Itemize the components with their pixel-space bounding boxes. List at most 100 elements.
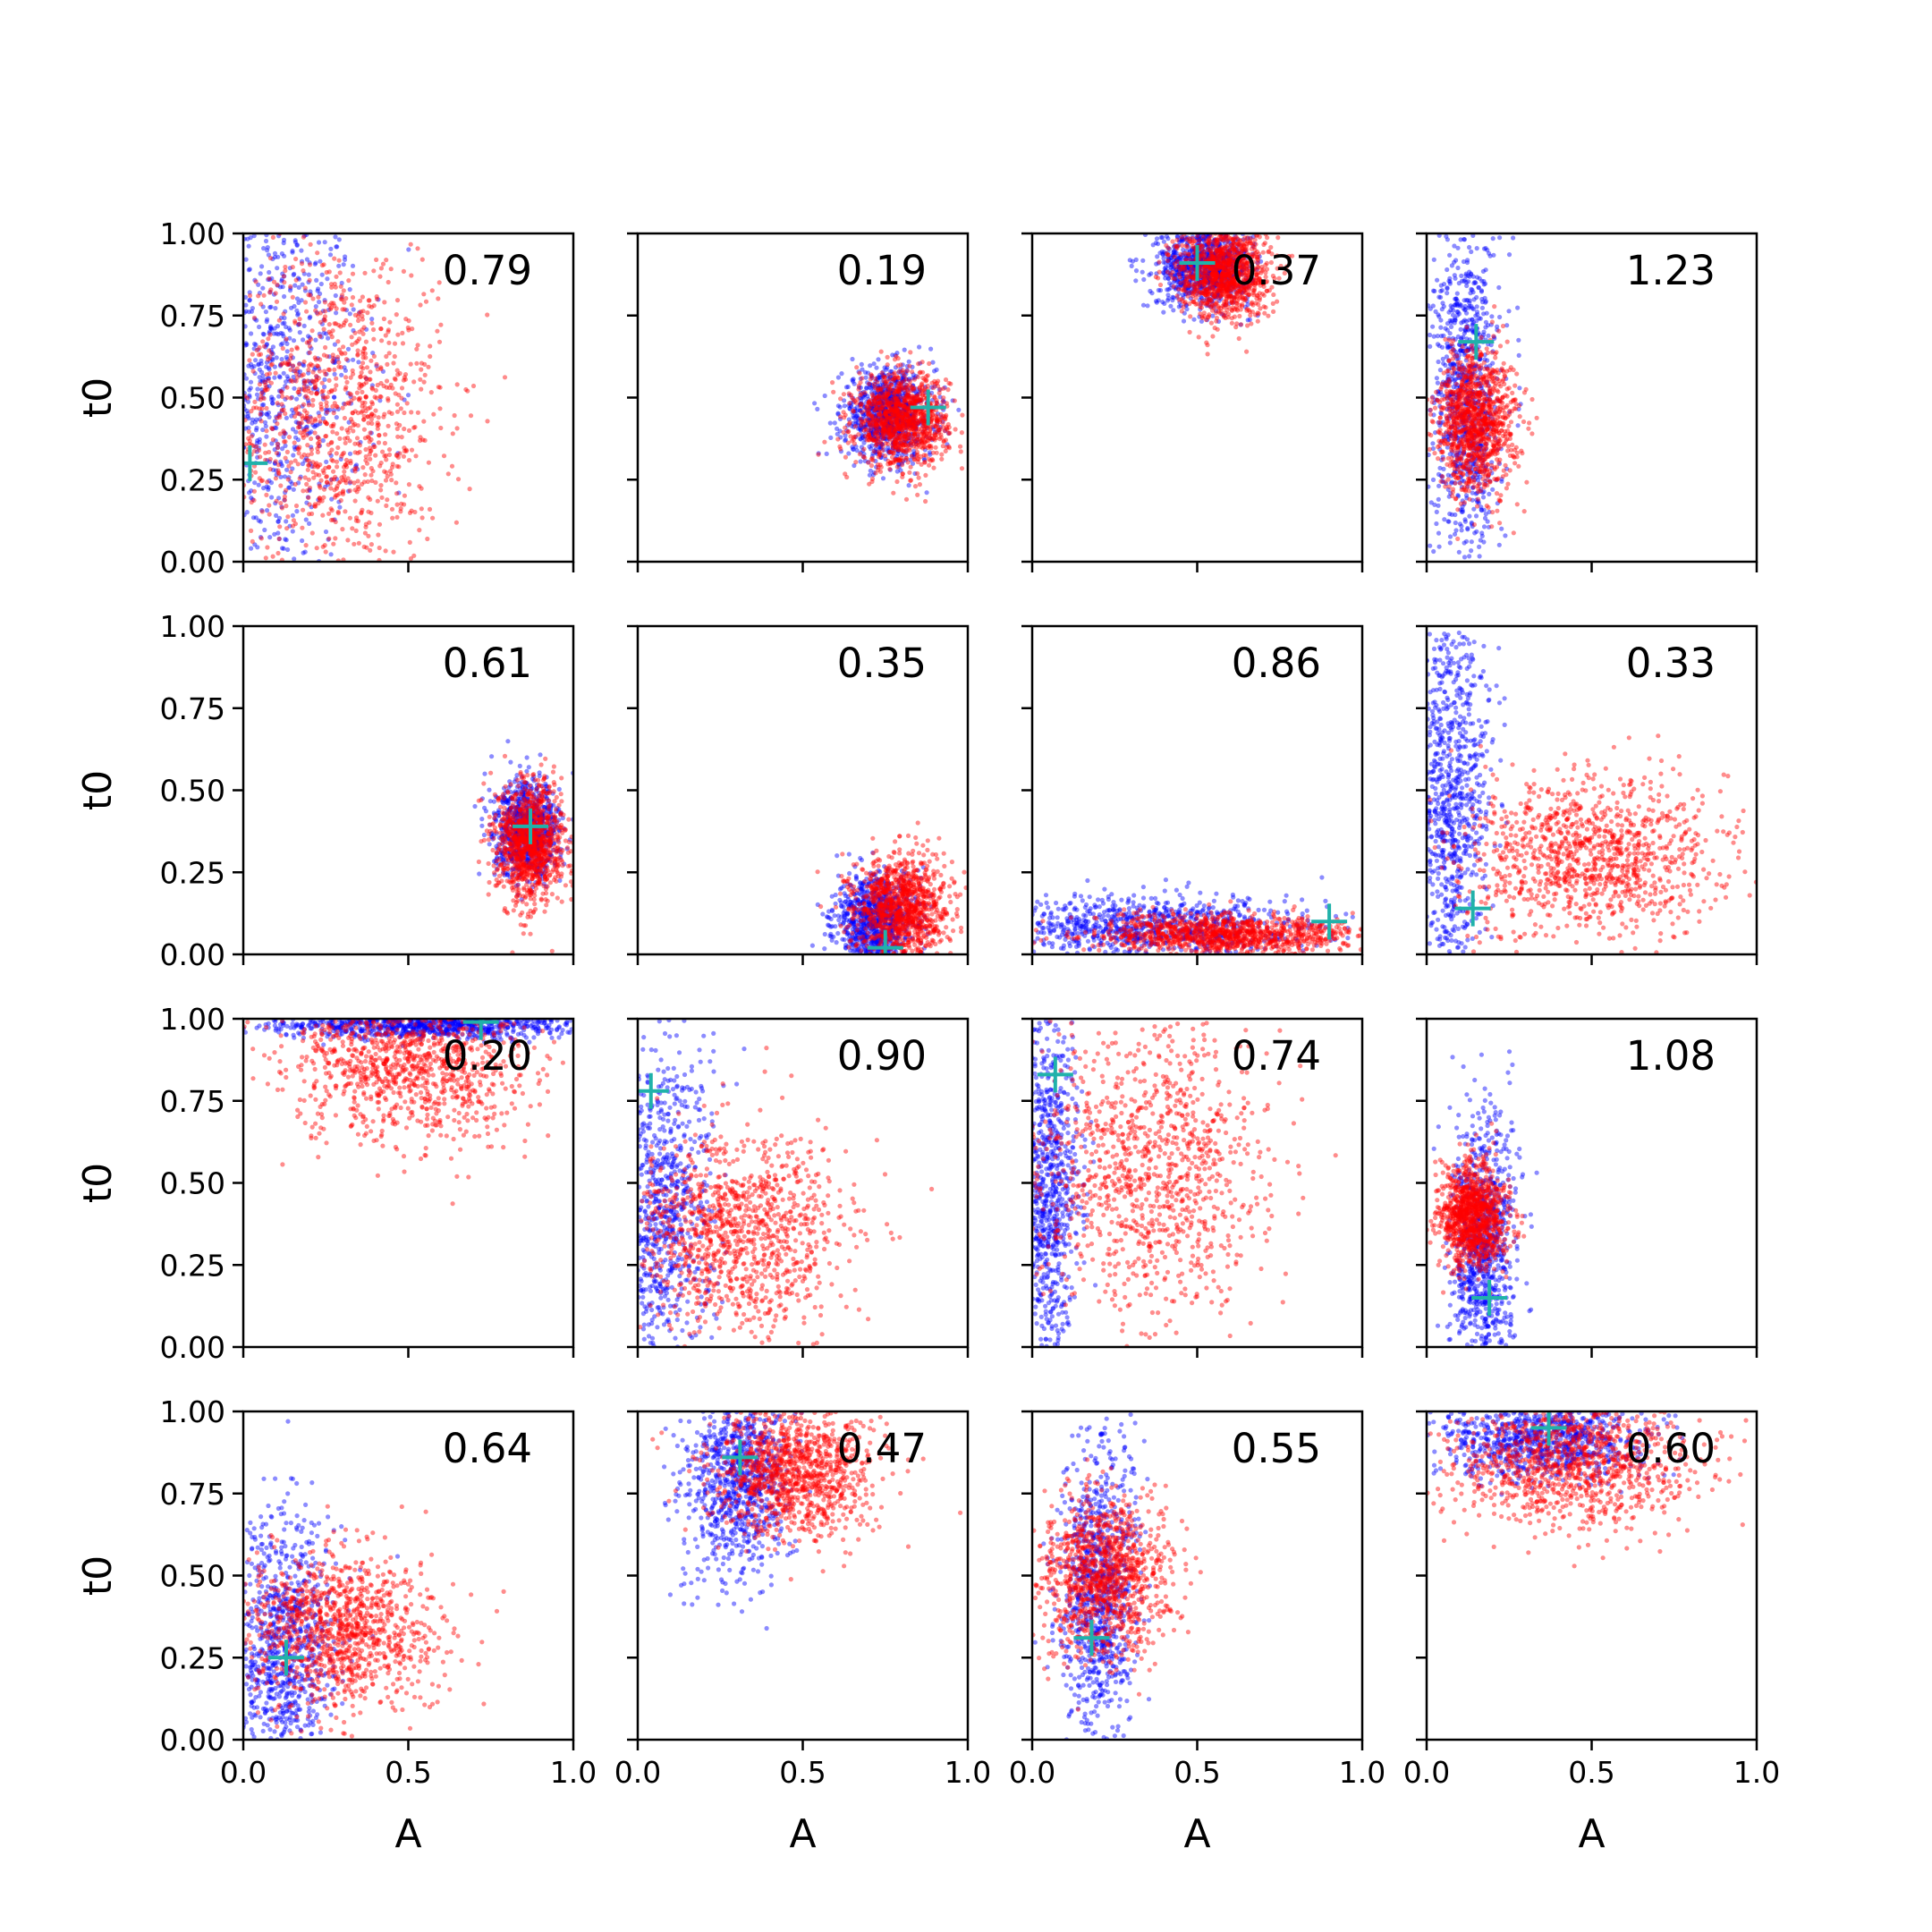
red-point — [355, 518, 360, 524]
blue-point — [876, 407, 881, 412]
blue-point — [878, 401, 885, 406]
red-point — [359, 382, 364, 387]
red-point — [363, 376, 369, 381]
blue-point — [856, 426, 861, 431]
red-point — [333, 321, 339, 326]
red-point — [352, 441, 358, 446]
subplot-annotation: 0.19 — [837, 247, 927, 294]
blue-point — [292, 240, 298, 245]
blue-point — [857, 408, 863, 413]
red-point — [893, 400, 898, 405]
red-point — [864, 428, 869, 433]
red-point — [323, 549, 328, 555]
red-point — [905, 392, 911, 397]
red-point — [925, 373, 930, 378]
red-point — [363, 446, 369, 453]
blue-point — [877, 392, 883, 397]
blue-point — [911, 414, 917, 419]
blue-point — [272, 425, 277, 430]
red-point — [922, 423, 928, 428]
blue-point — [946, 430, 952, 436]
blue-point — [291, 453, 296, 458]
blue-point — [1248, 264, 1253, 269]
red-point — [908, 378, 913, 384]
blue-point — [276, 536, 282, 542]
blue-point — [886, 386, 891, 391]
blue-point — [837, 416, 843, 421]
blue-point — [1207, 296, 1212, 301]
blue-point — [1189, 247, 1195, 252]
blue-point — [912, 426, 918, 431]
blue-point — [274, 513, 279, 519]
blue-point — [888, 399, 894, 404]
red-point — [257, 447, 262, 453]
blue-point — [896, 464, 902, 470]
blue-point — [943, 428, 948, 434]
red-point — [320, 544, 326, 549]
blue-point — [1212, 238, 1217, 243]
blue-point — [879, 430, 885, 436]
blue-point — [332, 517, 337, 522]
red-point — [332, 281, 337, 287]
red-point — [276, 536, 282, 542]
red-point — [369, 542, 374, 547]
blue-point — [1178, 280, 1183, 285]
red-point — [299, 261, 305, 267]
blue-point — [894, 407, 899, 412]
blue-point — [268, 304, 274, 309]
blue-point — [1198, 272, 1203, 277]
red-point — [930, 458, 936, 463]
red-point — [886, 435, 892, 440]
red-point — [926, 456, 931, 462]
blue-point — [1160, 300, 1165, 305]
blue-point — [886, 395, 891, 402]
red-point — [363, 394, 369, 399]
y-tick-label: 0.50 — [160, 381, 225, 416]
red-point — [889, 433, 894, 438]
red-point — [368, 547, 373, 553]
red-point — [350, 410, 355, 416]
red-point — [326, 511, 332, 516]
blue-point — [1171, 295, 1176, 301]
red-point — [360, 360, 366, 366]
red-point — [902, 398, 909, 403]
red-point — [892, 376, 897, 381]
blue-point — [864, 385, 869, 390]
blue-point — [902, 400, 907, 405]
red-point — [903, 411, 909, 416]
blue-point — [884, 419, 889, 424]
red-point — [872, 398, 877, 403]
red-point — [866, 409, 871, 414]
red-point — [396, 393, 402, 398]
red-point — [886, 430, 892, 436]
red-point — [355, 479, 360, 484]
red-point — [402, 375, 407, 380]
red-point — [423, 299, 429, 304]
red-point — [846, 428, 852, 434]
red-point — [915, 396, 920, 402]
red-point — [346, 401, 352, 406]
blue-point — [1228, 275, 1233, 281]
red-point — [252, 399, 258, 404]
red-point — [894, 402, 899, 407]
red-point — [366, 495, 371, 500]
blue-point — [867, 411, 872, 416]
blue-point — [252, 341, 258, 347]
red-point — [911, 456, 918, 462]
red-point — [937, 436, 943, 442]
blue-point — [890, 428, 895, 434]
blue-point — [1133, 278, 1139, 284]
red-point — [249, 499, 254, 505]
red-point — [313, 385, 318, 390]
red-point — [918, 391, 923, 396]
red-point — [247, 441, 252, 446]
blue-point — [1203, 290, 1208, 295]
red-point — [262, 442, 267, 447]
blue-point — [1214, 275, 1219, 280]
blue-point — [252, 444, 258, 449]
red-point — [332, 367, 337, 372]
red-point — [927, 436, 932, 441]
blue-point — [875, 419, 880, 424]
blue-point — [1208, 246, 1213, 251]
blue-point — [885, 431, 890, 436]
